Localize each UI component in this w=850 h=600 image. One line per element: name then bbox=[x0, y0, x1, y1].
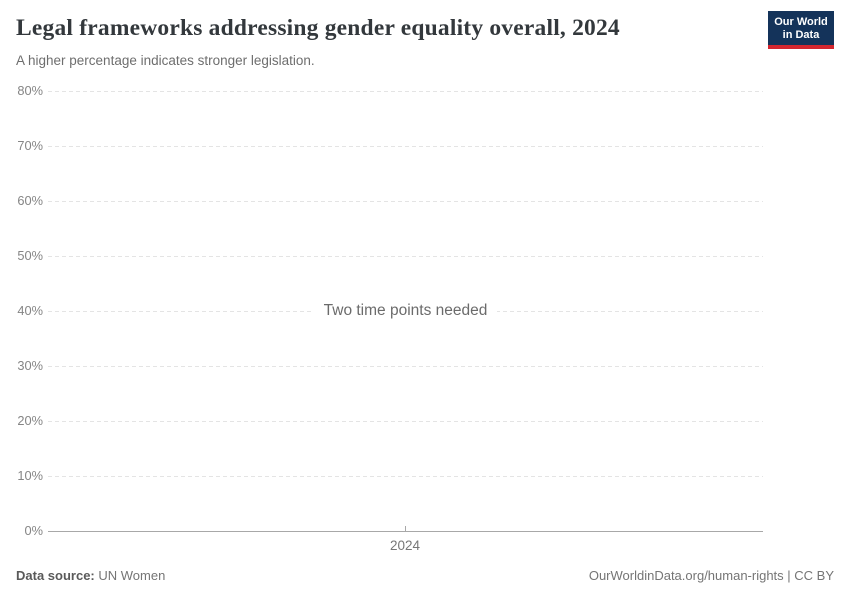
data-source: Data source: UN Women bbox=[16, 568, 165, 584]
data-source-value: UN Women bbox=[98, 568, 166, 583]
y-tick-label: 20% bbox=[17, 413, 43, 428]
y-tick-label: 60% bbox=[17, 193, 43, 208]
y-tick-label: 30% bbox=[17, 358, 43, 373]
y-tick-label: 40% bbox=[17, 303, 43, 318]
chart-footer: Data source: UN Women OurWorldinData.org… bbox=[16, 568, 834, 584]
no-data-message-wrap: Two time points needed bbox=[48, 301, 763, 321]
grid-line bbox=[48, 201, 763, 202]
y-tick-label: 70% bbox=[17, 138, 43, 153]
grid-line bbox=[48, 256, 763, 257]
owid-logo[interactable]: Our World in Data bbox=[768, 11, 834, 49]
owid-logo-line1: Our World bbox=[774, 16, 828, 28]
footer-link[interactable]: OurWorldinData.org/human-rights | CC BY bbox=[588, 568, 834, 583]
grid-line bbox=[48, 421, 763, 422]
x-tick-label: 2024 bbox=[389, 538, 421, 553]
grid-line bbox=[48, 476, 763, 477]
y-tick-label: 50% bbox=[17, 248, 43, 263]
y-tick-label: 80% bbox=[17, 83, 43, 98]
grid-line bbox=[48, 366, 763, 367]
no-data-message: Two time points needed bbox=[313, 301, 498, 321]
y-tick-label: 0% bbox=[24, 523, 44, 538]
chart-title: Legal frameworks addressing gender equal… bbox=[16, 15, 620, 41]
data-source-label: Data source: bbox=[16, 568, 95, 583]
chart-subtitle: A higher percentage indicates stronger l… bbox=[16, 53, 315, 68]
grid-line bbox=[48, 146, 763, 147]
x-axis-line bbox=[48, 531, 763, 532]
grid-line bbox=[48, 91, 763, 92]
y-tick-label: 10% bbox=[17, 468, 43, 483]
x-axis-tick bbox=[405, 526, 406, 531]
owid-logo-line2: in Data bbox=[782, 28, 820, 41]
